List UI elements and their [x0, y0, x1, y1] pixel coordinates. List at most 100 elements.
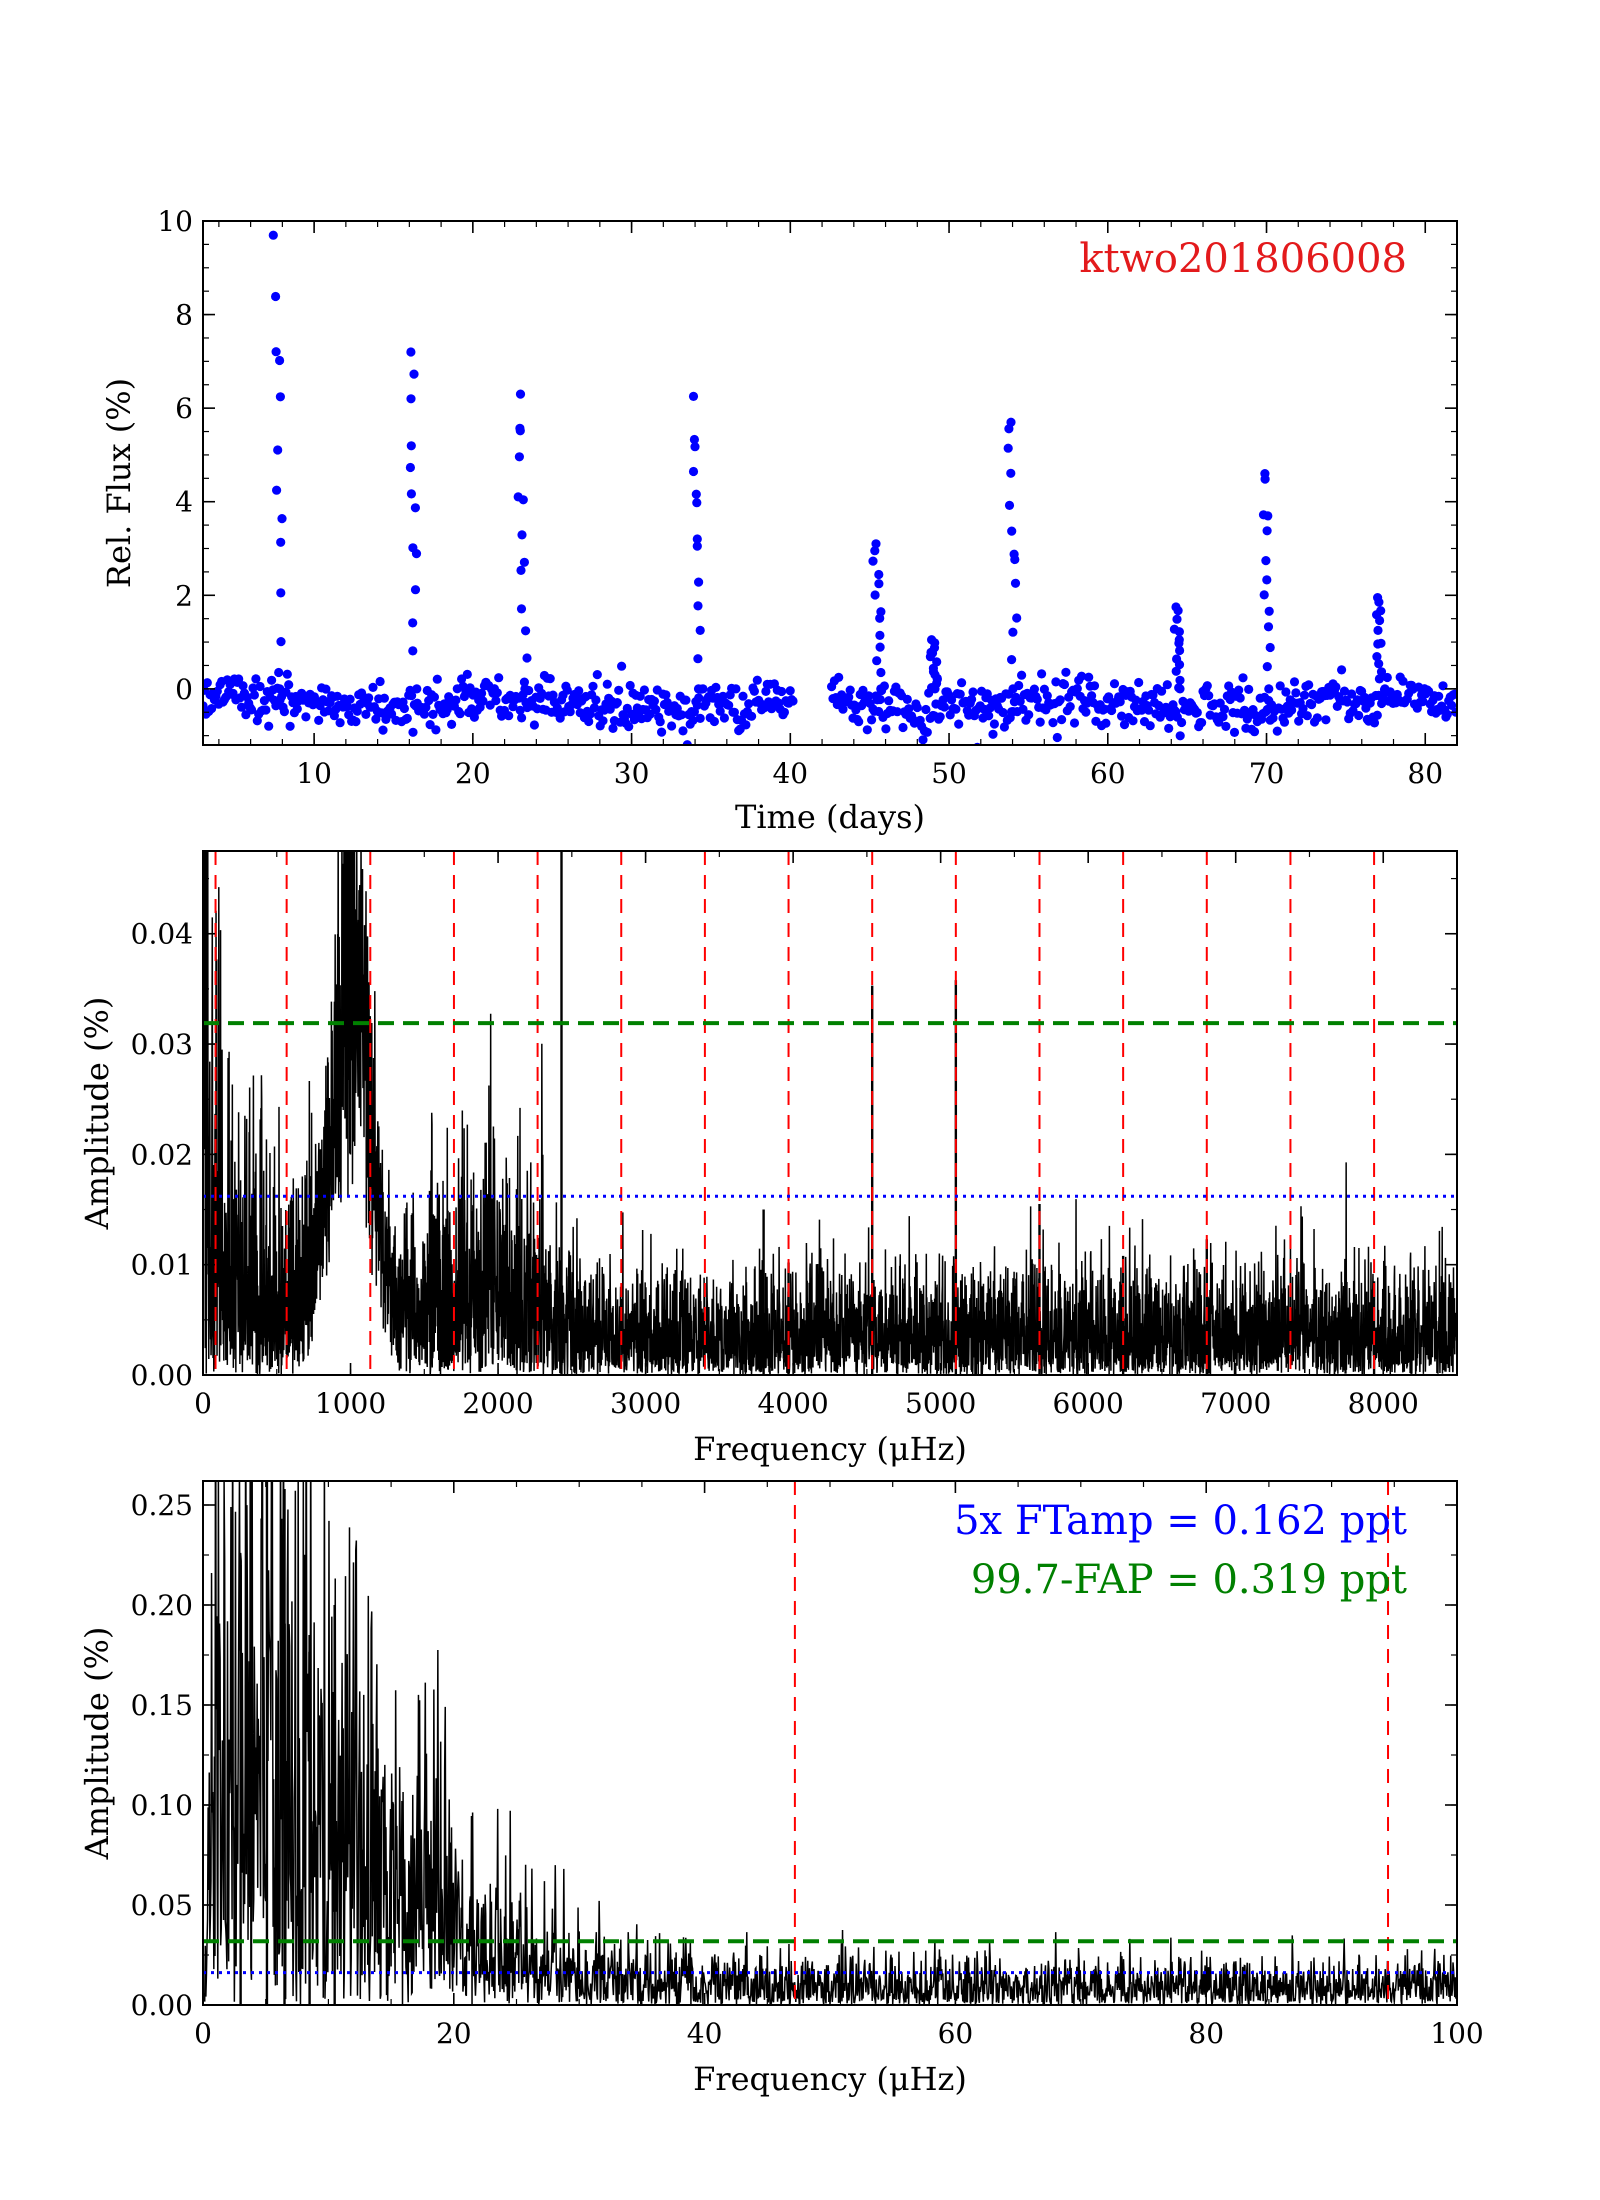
flux-point [902, 694, 912, 705]
flux-point [429, 692, 439, 702]
flux-point [249, 690, 259, 700]
flux-point [1258, 510, 1269, 520]
y-tick-label: 0 [175, 673, 193, 706]
flux-point [876, 684, 886, 694]
flux-point [1192, 707, 1202, 718]
flux-point [661, 690, 671, 700]
flux-point [1175, 731, 1185, 741]
x-tick-label: 4000 [757, 1387, 828, 1420]
flux-point [447, 719, 457, 730]
flux-point [321, 684, 331, 694]
flux-point [274, 667, 284, 678]
flux-point [271, 347, 281, 357]
flux-point [1275, 681, 1285, 691]
x-tick-label: 60 [1090, 757, 1126, 790]
flux-point [516, 604, 527, 614]
flux-point [1447, 700, 1457, 711]
light-curve-ylabel: Rel. Flux (%) [100, 378, 138, 588]
flux-point [1029, 684, 1039, 694]
flux-point [255, 681, 265, 692]
flux-point [515, 705, 525, 715]
flux-point [409, 369, 419, 379]
y-tick-label: 0.15 [131, 1689, 193, 1722]
flux-point [1008, 627, 1018, 637]
flux-point [1268, 713, 1278, 723]
flux-point [455, 709, 465, 719]
flux-point [314, 715, 324, 726]
flux-point [207, 704, 217, 714]
flux-point [247, 705, 257, 715]
flux-point [785, 686, 795, 696]
flux-point [614, 685, 624, 695]
flux-point [1331, 682, 1341, 692]
flux-point [275, 392, 285, 402]
x-tick-label: 8000 [1348, 1387, 1419, 1420]
flux-point [1145, 721, 1155, 731]
flux-point [1238, 673, 1248, 683]
flux-point [918, 735, 928, 745]
flux-point [1418, 696, 1428, 707]
flux-point [729, 707, 740, 717]
flux-point [709, 716, 720, 727]
flux-point [514, 452, 525, 462]
flux-point [881, 724, 891, 734]
flux-point [875, 694, 885, 705]
x-tick-label: 20 [436, 2017, 472, 2050]
flux-point [1261, 556, 1271, 566]
flux-point [537, 688, 547, 699]
flux-point [1219, 704, 1230, 714]
y-tick-label: 0.25 [131, 1489, 193, 1522]
flux-point [406, 394, 416, 404]
flux-point [1115, 697, 1125, 707]
flux-point [625, 680, 635, 691]
zoom-spectrum-panel: 0 20 40 60 80 100 0.00 0.05 0.10 0.15 0.20 0.25 Fre… [78, 1480, 1484, 2098]
flux-point [379, 693, 389, 703]
flux-point [513, 492, 523, 502]
flux-point [747, 711, 757, 721]
flux-point [694, 577, 704, 587]
x-tick-label: 100 [1430, 2017, 1483, 2050]
x-tick-label: 1000 [315, 1387, 386, 1420]
flux-point [529, 720, 540, 730]
flux-point [407, 691, 417, 701]
full-spectrum-xlabel: Frequency (μHz) [693, 1430, 967, 1468]
flux-point [1347, 689, 1357, 699]
flux-point [517, 530, 527, 540]
flux-point [682, 740, 692, 745]
flux-point [1260, 469, 1270, 479]
flux-point [352, 706, 362, 716]
flux-point [1164, 723, 1174, 734]
flux-point [951, 704, 961, 714]
flux-point [688, 715, 698, 726]
flux-point [515, 389, 526, 399]
flux-point [574, 686, 584, 696]
flux-point [1007, 655, 1017, 665]
flux-point [276, 588, 286, 598]
flux-point [277, 514, 287, 524]
light-curve-frame [202, 220, 1458, 746]
flux-point [1061, 667, 1071, 677]
flux-point [1006, 417, 1016, 427]
flux-point [876, 607, 886, 617]
flux-point [504, 711, 514, 721]
amplitude-spectrum-line [203, 851, 1457, 1375]
flux-point [251, 674, 261, 684]
flux-point [1264, 684, 1274, 694]
full-spectrum-frame [202, 850, 1458, 1376]
flux-point [692, 541, 702, 551]
y-tick-label: 6 [175, 392, 193, 425]
flux-point [1144, 705, 1154, 715]
flux-point [491, 696, 501, 706]
flux-point [695, 625, 705, 636]
flux-point [1177, 717, 1187, 728]
y-tick-label: 10 [157, 205, 193, 238]
flux-point [651, 705, 661, 715]
flux-point [1291, 688, 1301, 698]
flux-point [264, 721, 274, 731]
flux-point [1359, 692, 1370, 702]
flux-point [761, 686, 771, 697]
flux-point [711, 682, 721, 693]
flux-point [584, 716, 594, 727]
zoom-spectrum-xlabel: Frequency (μHz) [693, 2060, 967, 2098]
flux-point [864, 691, 874, 701]
